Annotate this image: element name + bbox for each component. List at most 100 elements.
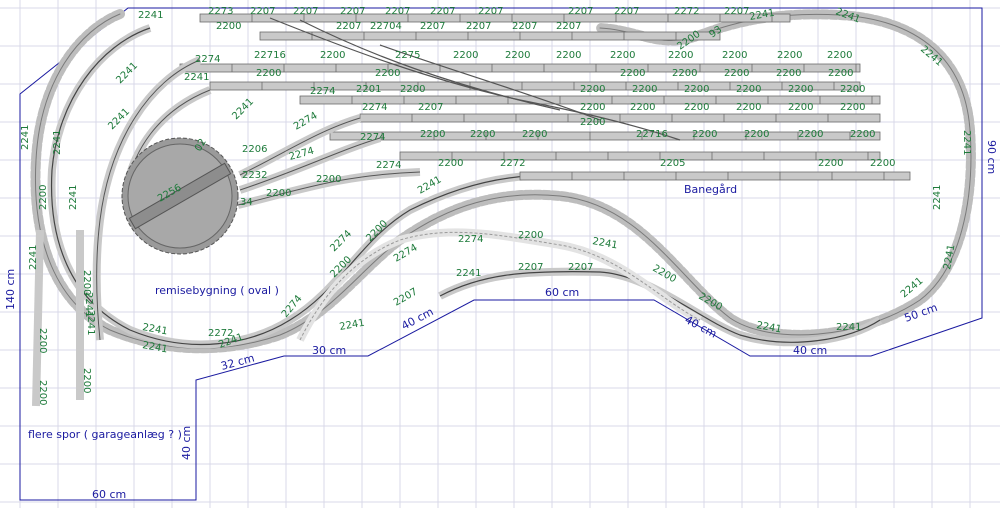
track-part-label: 2207 [568, 6, 593, 17]
track-part-label: 2200 [375, 68, 400, 79]
track-part-label: 2200 [798, 129, 823, 140]
track-part-label: 2274 [376, 160, 401, 171]
track-part-label: 2207 [556, 21, 581, 32]
track-part-label: 2200 [266, 188, 291, 199]
track-part-label: 2200 [788, 102, 813, 113]
track-part-label: 2205 [660, 158, 685, 169]
track-part-label: 2200 [37, 328, 48, 353]
yard-siding [519, 171, 911, 181]
track-part-label: 2241 [942, 244, 957, 271]
yard-siding [199, 13, 791, 23]
track-part-label: 2200 [722, 50, 747, 61]
track-part-label: 2200 [420, 129, 445, 140]
baseboard-outline [19, 7, 983, 501]
track-part-label: 2241 [456, 268, 481, 279]
track-part-label: 2201 [356, 84, 381, 95]
track-part-label: 2241 [836, 322, 861, 333]
dim-seg-40a: 40 cm [399, 305, 435, 333]
station-label: Banegård [684, 183, 737, 196]
track-part-label: 2241 [138, 10, 163, 21]
track-part-label: 2200 [744, 129, 769, 140]
track-part-label: 2274 [310, 86, 335, 97]
track-part-label: 2200 [518, 230, 543, 241]
track-part-label: 2241 [749, 8, 776, 23]
track-part-label: 2207 [518, 262, 543, 273]
track-part-label: 2200 [828, 68, 853, 79]
dim-right-height: 90 cm [985, 140, 998, 174]
dim-seg-30: 30 cm [312, 344, 346, 357]
track-part-label: 2200 [736, 102, 761, 113]
dim-diag-left: 32 cm [219, 351, 255, 372]
yard-tracks [179, 13, 911, 181]
track-part-label: 2200 [316, 174, 341, 185]
track-part-label: 2241 [141, 322, 168, 337]
track-part-label: 2200 [684, 84, 709, 95]
track-part-label: 2241 [834, 6, 862, 25]
part-labels: 2241 2273 2207 2207 2207 2207 2207 2207 2207 2207… [20, 6, 972, 405]
track-part-label: 2200 [827, 50, 852, 61]
track-part-label: 2206 [242, 144, 267, 155]
track-part-label: 2274 [458, 234, 483, 245]
track-part-label: 2200 [724, 68, 749, 79]
track-part-label: 2272 [500, 158, 525, 169]
track-part-label: 2272 [208, 328, 233, 339]
track-part-label: 2241 [932, 185, 943, 210]
track-part-label: 2200 [668, 50, 693, 61]
track-part-label: 22704 [370, 21, 402, 32]
track-part-label: 2200 [610, 50, 635, 61]
turntable-leads [32, 56, 421, 407]
dim-bottom-left-height: 40 cm [180, 426, 193, 460]
track-part-label: 2200 [777, 50, 802, 61]
track-part-label: 2274 [328, 228, 354, 254]
yard-siding [179, 63, 861, 73]
track-part-label: 2274 [362, 102, 387, 113]
track-part-label: 2200 [580, 84, 605, 95]
track-part-label: 2207 [512, 21, 537, 32]
track-part-label: 2241 [961, 130, 972, 155]
track-part-label: 2200 [37, 380, 48, 405]
track-part-label: 2241 [339, 318, 366, 333]
dim-left-height: 140 cm [4, 269, 17, 310]
track-part-label: 2200 [505, 50, 530, 61]
track-part-label: 2207 [392, 286, 420, 308]
track-part-label: 2200 [630, 102, 655, 113]
track-part-label: 2207 [420, 21, 445, 32]
track-part-label: 2200 [453, 50, 478, 61]
track-part-label: 2207 [418, 102, 443, 113]
track-part-label: 2200 [320, 50, 345, 61]
track-part-label: 2207 [466, 21, 491, 32]
yard-siding [299, 95, 881, 105]
track-part-label: 2200 [632, 84, 657, 95]
diagonal-tracks [269, 17, 681, 141]
track-part-label: 2200 [870, 158, 895, 169]
track-part-label: 2241 [591, 236, 618, 251]
track-part-label: 2207 [385, 6, 410, 17]
track-part-label: 2200 [580, 117, 605, 128]
track-part-label: 2200 [818, 158, 843, 169]
track-part-label: 2200 [672, 68, 697, 79]
track-part-label: 2207 [293, 6, 318, 17]
track-part-label: 2207 [250, 6, 275, 17]
track-part-label: 2200 [684, 102, 709, 113]
track-part-label: 2241 [83, 292, 94, 317]
track-part-label: 2207 [614, 6, 639, 17]
track-part-label: 2241 [28, 245, 39, 270]
yard-siding [259, 31, 721, 41]
track-part-label: 2200 [850, 129, 875, 140]
track-part-label: 2273 [208, 6, 233, 17]
track-part-label: 2232 [242, 170, 267, 181]
track-part-label: 2241 [68, 185, 79, 210]
track-part-label: 2200 [81, 368, 92, 393]
track-part-label: 2241 [230, 96, 256, 122]
annotations: Banegård remisebygning ( oval ) flere sp… [28, 183, 737, 441]
track-part-label: 22716 [636, 129, 668, 140]
turntable [121, 137, 239, 255]
track-part-label: 2241 [85, 310, 96, 335]
track-part-label: 2200 [256, 68, 281, 79]
track-part-label: 34 [240, 197, 253, 208]
track-part-label: 2272 [674, 6, 699, 17]
track-part-label: 2200 [840, 84, 865, 95]
track-part-label: 2200 [620, 68, 645, 79]
track-part-label: 2200 [556, 50, 581, 61]
